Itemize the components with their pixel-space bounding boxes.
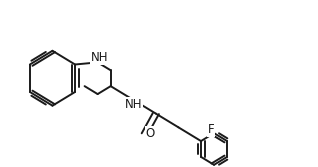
Text: O: O	[146, 127, 155, 140]
Text: NH: NH	[91, 51, 108, 64]
Text: NH: NH	[125, 98, 142, 111]
Text: F: F	[208, 123, 214, 136]
